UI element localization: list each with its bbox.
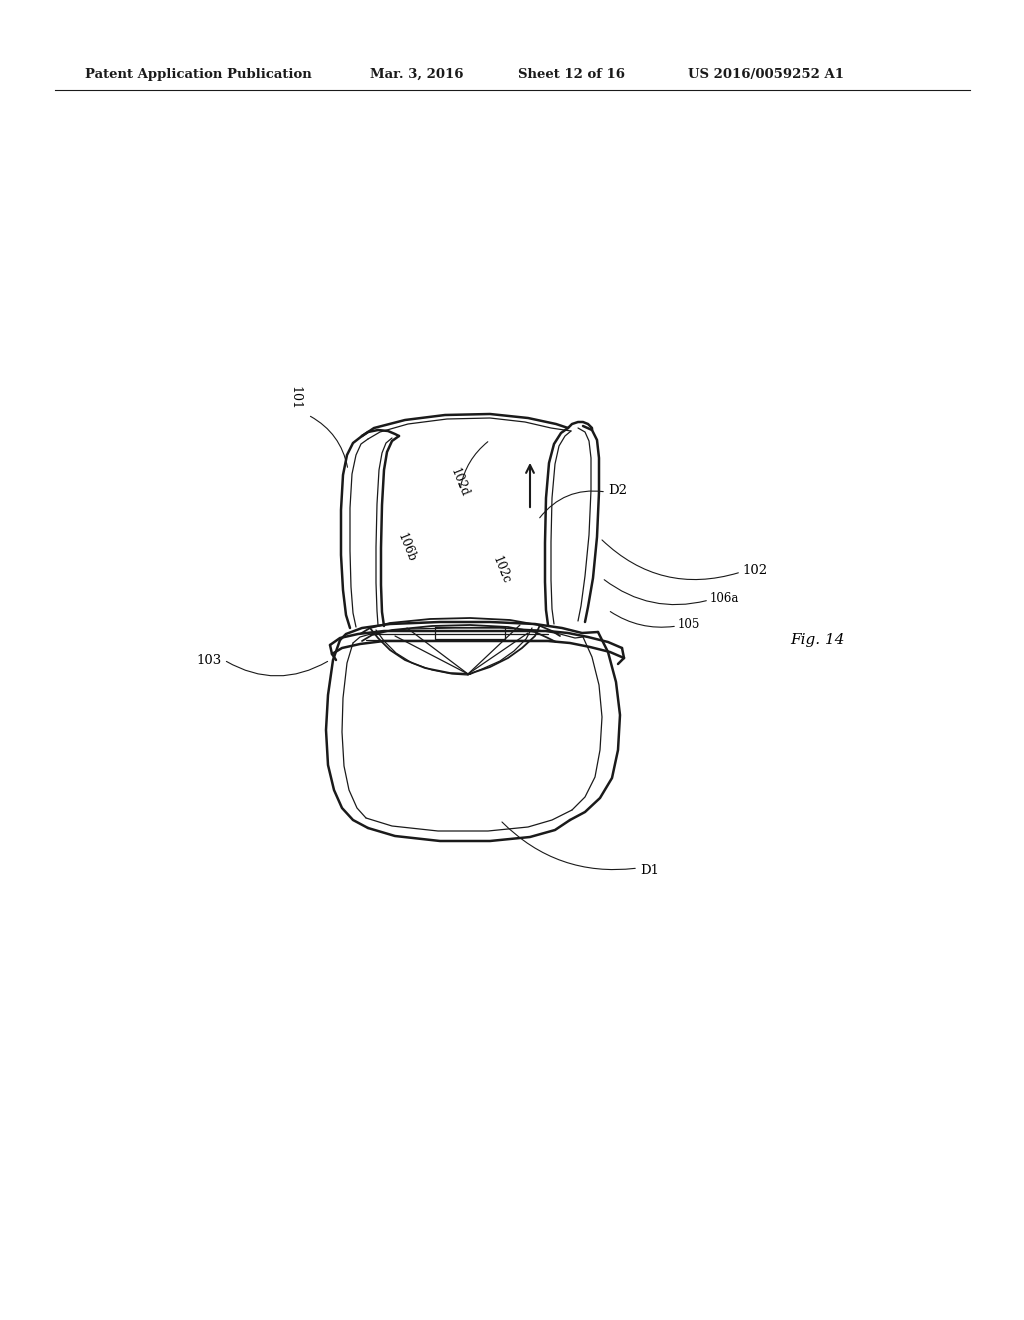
- Text: Patent Application Publication: Patent Application Publication: [85, 69, 311, 81]
- Text: 105: 105: [678, 618, 700, 631]
- Text: Mar. 3, 2016: Mar. 3, 2016: [370, 69, 464, 81]
- Text: 102: 102: [742, 564, 767, 577]
- Text: 102c: 102c: [490, 554, 513, 586]
- Text: 102d: 102d: [449, 466, 471, 498]
- Text: 106a: 106a: [710, 591, 739, 605]
- Text: 106b: 106b: [395, 532, 418, 565]
- Text: 101: 101: [289, 385, 301, 411]
- Text: 103: 103: [197, 653, 222, 667]
- Text: Fig. 14: Fig. 14: [790, 634, 845, 647]
- Text: D1: D1: [640, 863, 659, 876]
- Text: D2: D2: [608, 483, 627, 496]
- Text: Sheet 12 of 16: Sheet 12 of 16: [518, 69, 625, 81]
- Text: US 2016/0059252 A1: US 2016/0059252 A1: [688, 69, 844, 81]
